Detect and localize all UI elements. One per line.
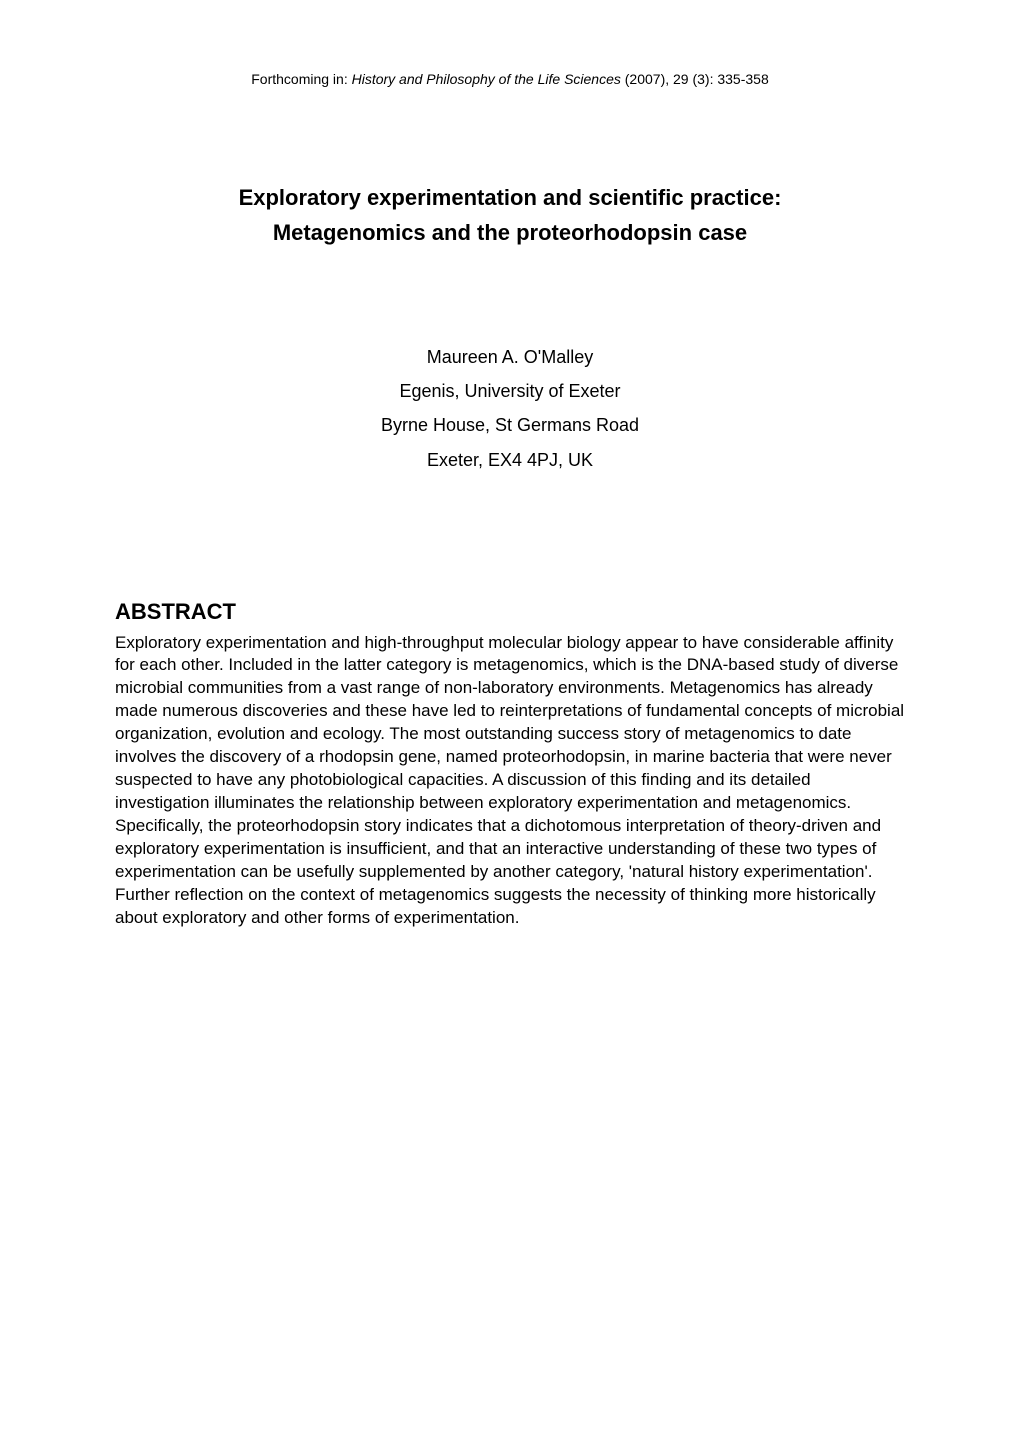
author-address-1: Byrne House, St Germans Road: [115, 408, 905, 442]
abstract-body: Exploratory experimentation and high-thr…: [115, 632, 905, 930]
title-block: Exploratory experimentation and scientif…: [115, 180, 905, 250]
title-line-1: Exploratory experimentation and scientif…: [115, 180, 905, 215]
author-address-2: Exeter, EX4 4PJ, UK: [115, 443, 905, 477]
header-citation: (2007), 29 (3): 335-358: [621, 71, 769, 87]
header-prefix: Forthcoming in:: [251, 71, 351, 87]
author-affiliation: Egenis, University of Exeter: [115, 374, 905, 408]
author-name: Maureen A. O'Malley: [115, 340, 905, 374]
running-header: Forthcoming in: History and Philosophy o…: [115, 70, 905, 90]
abstract-heading: ABSTRACT: [115, 597, 905, 628]
header-journal: History and Philosophy of the Life Scien…: [352, 71, 621, 87]
title-line-2: Metagenomics and the proteorhodopsin cas…: [115, 215, 905, 250]
author-block: Maureen A. O'Malley Egenis, University o…: [115, 340, 905, 477]
abstract-section: ABSTRACT Exploratory experimentation and…: [115, 597, 905, 930]
